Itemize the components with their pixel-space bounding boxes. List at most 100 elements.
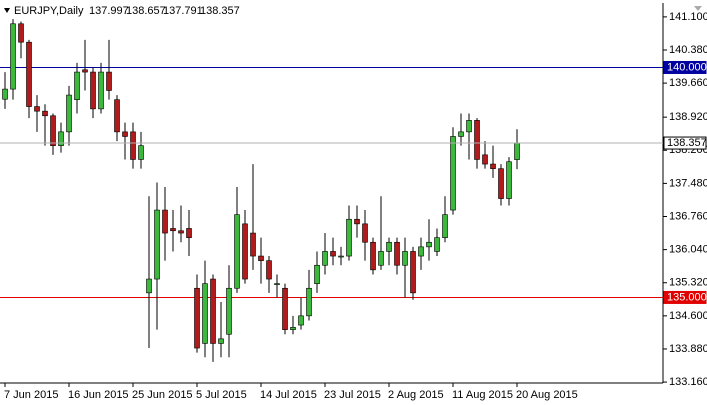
candle-body <box>514 142 520 160</box>
candle-body <box>314 264 320 284</box>
candle-body <box>266 260 272 280</box>
candle-body <box>442 214 448 238</box>
header-close: 138.357 <box>200 5 240 17</box>
y-tick-label: 136.760 <box>669 210 707 222</box>
candle-body <box>154 209 160 280</box>
candle-body <box>298 315 304 326</box>
y-tick-label: 141.100 <box>669 11 707 23</box>
candle-body <box>114 99 120 133</box>
header-open: 137.997 <box>89 5 129 17</box>
candle-body <box>18 23 24 43</box>
candle-body <box>122 131 128 137</box>
candle-body <box>74 71 80 100</box>
y-tick-label: 140.380 <box>669 44 707 56</box>
price-label-box <box>663 136 707 150</box>
candle-body <box>386 241 392 252</box>
candle-body <box>170 228 176 232</box>
x-tick-label: 25 Jun 2015 <box>132 389 193 401</box>
x-tick-label: 20 Aug 2015 <box>516 389 578 401</box>
candle-body <box>82 69 88 73</box>
header-icon <box>4 8 10 13</box>
y-tick-label: 133.160 <box>669 376 707 388</box>
candle-body <box>346 218 352 257</box>
price-label: 140.000 <box>667 61 707 73</box>
candle-body <box>234 214 240 289</box>
candle-body <box>138 145 144 160</box>
candle-body <box>290 327 296 330</box>
header-high: 138.657 <box>126 5 166 17</box>
candle-body <box>354 218 360 225</box>
price-label: 135.000 <box>667 291 707 303</box>
price-label: 138.357 <box>667 137 707 149</box>
candle-body <box>90 71 96 110</box>
price-label-box <box>663 60 707 74</box>
x-tick-label: 16 Jun 2015 <box>68 389 129 401</box>
candle-body <box>250 232 256 257</box>
price-label-box <box>663 290 707 304</box>
y-tick-label: 138.920 <box>669 111 707 123</box>
candle-body <box>202 283 208 344</box>
candle-body <box>106 71 112 91</box>
candle-body <box>490 163 496 169</box>
y-tick-label: 136.040 <box>669 244 707 256</box>
candle-body <box>378 251 384 266</box>
y-tick-label: 134.600 <box>669 310 707 322</box>
candle-body <box>50 115 56 146</box>
candle-body <box>226 287 232 335</box>
candle-body <box>242 223 248 280</box>
candle-body <box>322 251 328 266</box>
candle-body <box>146 278 152 294</box>
candle-body <box>178 230 184 234</box>
candle-body <box>194 287 200 349</box>
header-low: 137.791 <box>163 5 203 17</box>
candle-body <box>282 287 288 330</box>
candle-body <box>506 161 512 199</box>
symbol: EURJPY,Daily <box>14 5 84 17</box>
candle-body <box>370 241 376 271</box>
candle-body <box>434 237 440 252</box>
scroll-icon <box>694 6 702 11</box>
x-tick-label: 14 Jul 2015 <box>260 389 317 401</box>
candle-body <box>466 120 472 133</box>
x-tick-label: 11 Aug 2015 <box>452 389 513 401</box>
x-tick-label: 5 Jul 2015 <box>196 389 247 401</box>
candle-body <box>402 251 408 266</box>
y-tick-label: 139.660 <box>669 77 707 89</box>
candle-body <box>186 228 192 238</box>
y-tick-label: 135.320 <box>669 277 707 289</box>
candle-body <box>210 278 216 344</box>
candle-body <box>482 154 488 165</box>
candle-body <box>418 246 424 257</box>
candle-body <box>474 120 480 160</box>
x-tick-label: 23 Jul 2015 <box>324 389 381 401</box>
candle-body <box>450 136 456 211</box>
candle-body <box>98 71 104 110</box>
candle-body <box>162 209 168 234</box>
candle-body <box>330 251 336 257</box>
candle-body <box>258 255 264 261</box>
candle-body <box>130 131 136 160</box>
candle-body <box>426 241 432 248</box>
x-tick-label: 7 Jun 2015 <box>4 389 58 401</box>
candle-body <box>2 88 8 100</box>
candle-body <box>498 168 504 199</box>
candle-body <box>26 41 32 107</box>
candle-body <box>410 251 416 294</box>
candle-body <box>274 283 280 285</box>
candle-body <box>58 131 64 146</box>
candle-body <box>34 106 40 112</box>
x-tick-label: 2 Aug 2015 <box>388 389 444 401</box>
candle-body <box>218 338 224 344</box>
candle-body <box>10 23 16 90</box>
candle-body <box>458 131 464 137</box>
candle-body <box>66 94 72 133</box>
candle-body <box>338 255 344 258</box>
candle-body <box>42 110 48 117</box>
y-tick-label: 137.480 <box>669 177 707 189</box>
candle-body <box>362 223 368 243</box>
y-tick-label: 133.880 <box>669 343 707 355</box>
candle-body <box>306 287 312 317</box>
candle-body <box>394 241 400 266</box>
